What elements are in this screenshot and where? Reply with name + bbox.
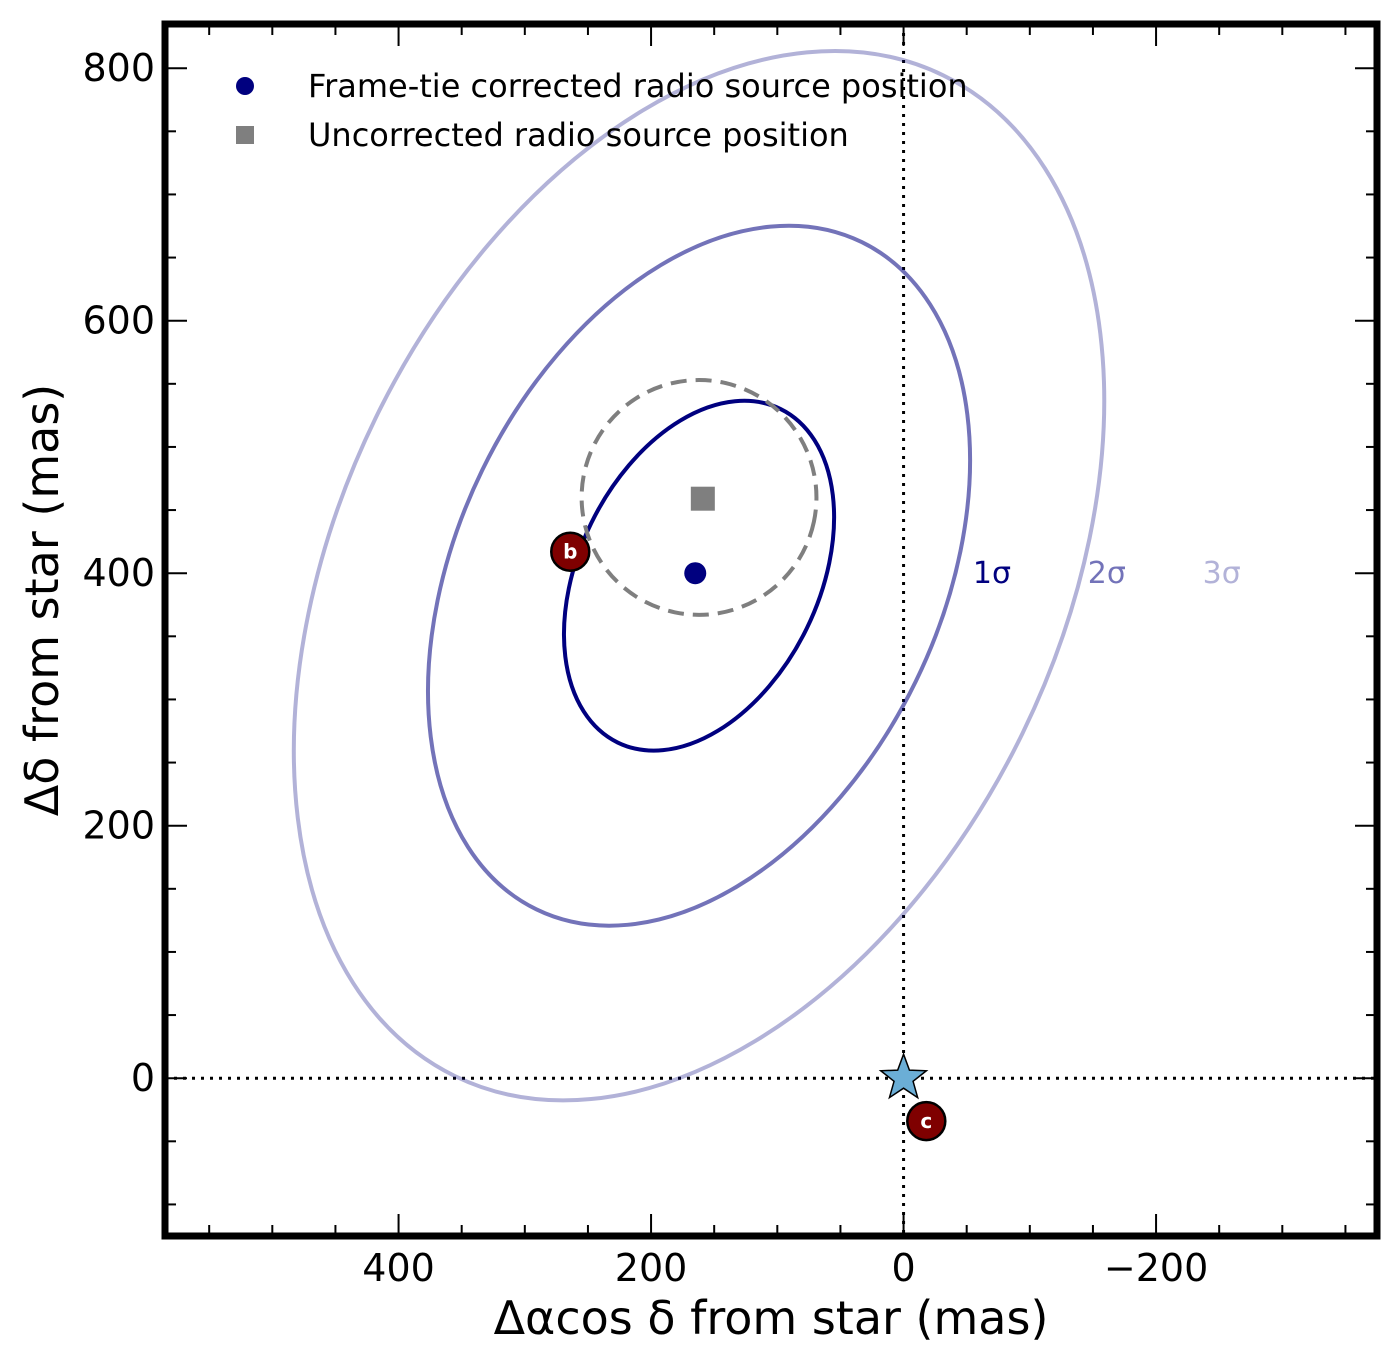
- x-axis-title: Δαcos δ from star (mas): [494, 1291, 1049, 1345]
- contour-2sigma: [426, 223, 973, 928]
- contour-3sigma: [291, 49, 1107, 1103]
- x-tick-label: −200: [1104, 1246, 1208, 1290]
- legend-marker-corrected: [236, 77, 254, 95]
- y-axis-title: Δδ from star (mas): [15, 384, 69, 817]
- contour-label-1sigma: 1σ: [973, 556, 1011, 591]
- planet-c-label: c: [920, 1109, 932, 1133]
- star-marker: [878, 1052, 929, 1100]
- legend-marker-uncorrected: [236, 126, 254, 144]
- axes-frame: [161, 20, 1381, 1240]
- y-tick-label: 0: [131, 1056, 155, 1100]
- contour-label-3sigma: 3σ: [1203, 556, 1241, 591]
- y-tick-label: 400: [82, 551, 155, 595]
- contour-label-2sigma: 2σ: [1088, 556, 1126, 591]
- uncorrected-position-marker: [690, 486, 715, 511]
- x-tick-label: 200: [615, 1246, 688, 1290]
- axes: 400 200 0 −200 0 200 400 600 800: [82, 20, 1381, 1290]
- planet-c-marker: [906, 1100, 947, 1142]
- x-tick-label: 0: [891, 1246, 915, 1290]
- corrected-position-marker: [684, 562, 707, 585]
- plot-area: 1σ 2σ 3σ b c: [165, 24, 1377, 1236]
- x-tick-label: 400: [362, 1246, 435, 1290]
- planet-b-marker: [550, 531, 591, 572]
- legend-label: Uncorrected radio source position: [308, 116, 849, 154]
- y-tick-label: 800: [82, 46, 155, 90]
- legend: Frame-tie corrected radio source positio…: [236, 67, 968, 154]
- contour-1sigma: [561, 398, 837, 753]
- legend-label: Frame-tie corrected radio source positio…: [308, 67, 968, 105]
- uncorrected-contour: [579, 378, 819, 617]
- planet-b-label: b: [563, 540, 577, 564]
- y-tick-label: 200: [82, 804, 155, 848]
- y-tick-label: 600: [82, 299, 155, 343]
